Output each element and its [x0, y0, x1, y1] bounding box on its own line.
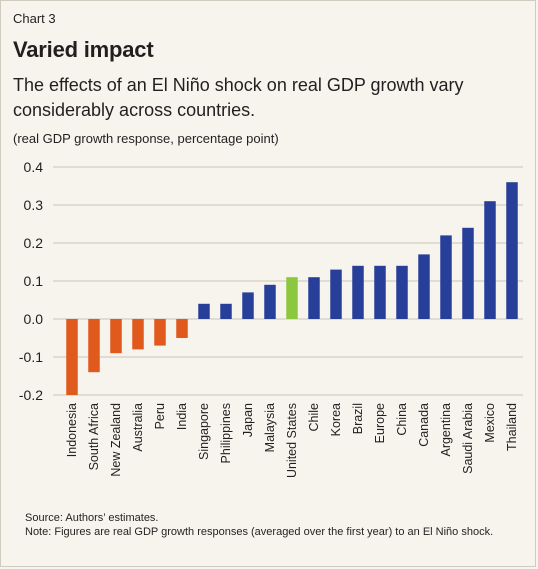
x-tick-label: South Africa [87, 403, 101, 470]
y-tick-label: 0.3 [24, 197, 44, 213]
bar-malaysia [264, 284, 276, 319]
x-tick-label: Saudi Arabia [461, 403, 475, 474]
y-tick-label: 0.1 [24, 273, 44, 289]
x-tick-label: Japan [241, 403, 255, 437]
x-tick-label: Canada [417, 403, 431, 447]
x-tick-label: China [395, 403, 409, 436]
y-tick-label: -0.1 [19, 349, 43, 365]
bar-new-zealand [110, 319, 122, 354]
bar-peru [154, 319, 166, 346]
bar-thailand [506, 182, 518, 319]
x-tick-label: Korea [329, 403, 343, 436]
bar-singapore [198, 303, 210, 319]
x-tick-label: Singapore [197, 403, 211, 460]
x-tick-label: United States [285, 403, 299, 478]
y-tick-label: 0.4 [24, 159, 44, 175]
chart-notes: Source: Authors’ estimates. Note: Figure… [25, 511, 525, 539]
y-tick-label: 0.2 [24, 235, 44, 251]
bar-philippines [220, 303, 232, 319]
source-note: Source: Authors’ estimates. [25, 512, 159, 524]
x-tick-label: Malaysia [263, 403, 277, 452]
bar-australia [132, 319, 144, 350]
bar-brazil [352, 265, 364, 319]
bar-chart: -0.2 -0.1 0.0 0.1 0.2 0.3 0.4 Indonesia South Af… [19, 159, 523, 478]
chart-title: Varied impact [13, 37, 154, 62]
x-tick-label: Thailand [505, 403, 519, 451]
chart-number-label: Chart 3 [13, 11, 56, 26]
bar-japan [242, 292, 254, 319]
bar-china [396, 265, 408, 319]
x-tick-label: Chile [307, 403, 321, 432]
bar-saudi-arabia [462, 227, 474, 319]
x-tick-label: Mexico [483, 403, 497, 443]
x-tick-label: Indonesia [65, 403, 79, 457]
y-tick-label: -0.2 [19, 387, 43, 403]
bar-korea [330, 269, 342, 319]
y-tick-label: 0.0 [24, 311, 44, 327]
bar-united-states [286, 277, 298, 319]
bar-argentina [440, 235, 452, 319]
bar-europe [374, 265, 386, 319]
x-tick-label: Brazil [351, 403, 365, 434]
bar-canada [418, 254, 430, 319]
x-tick-label: Philippines [219, 403, 233, 463]
bar-chile [308, 277, 320, 319]
x-tick-label: Europe [373, 403, 387, 443]
footnote: Note: Figures are real GDP growth respon… [25, 526, 494, 538]
x-tick-label: New Zealand [109, 403, 123, 477]
chart-subtitle: The effects of an El Niño shock on real … [13, 75, 464, 120]
bar-mexico [484, 201, 496, 319]
bar-indonesia [66, 319, 78, 395]
bar-south-africa [88, 319, 100, 373]
bar-india [176, 319, 188, 338]
x-tick-label: India [175, 403, 189, 430]
x-tick-label: Argentina [439, 403, 453, 457]
y-axis-unit-label: (real GDP growth response, percentage po… [13, 131, 279, 146]
x-tick-label: Peru [153, 403, 167, 429]
x-tick-label: Australia [131, 403, 145, 452]
